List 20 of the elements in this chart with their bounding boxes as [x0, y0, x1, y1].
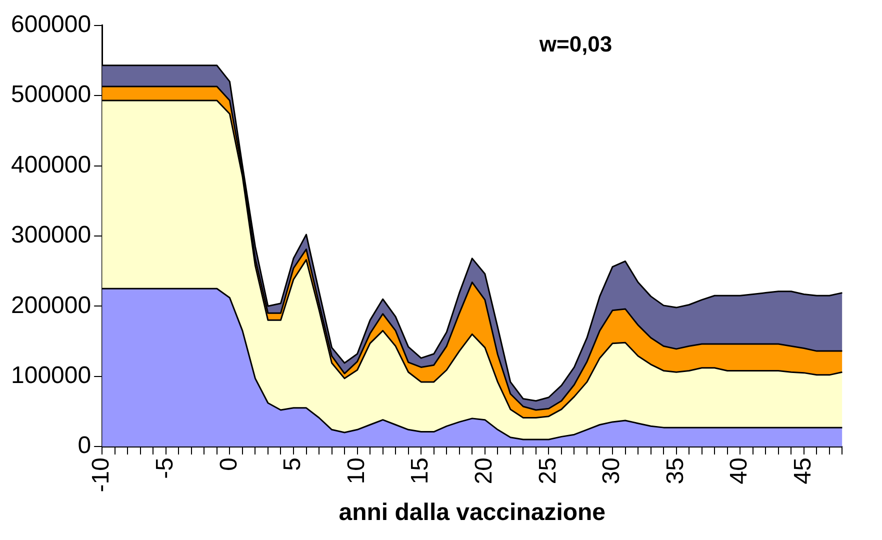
x-tick-label: 20: [470, 458, 498, 484]
x-tick-label: 25: [534, 458, 562, 484]
y-tick-label: 100000: [10, 362, 92, 389]
x-tick-label: 40: [726, 458, 753, 484]
y-tick-label: 500000: [10, 81, 92, 108]
y-tick-label: 200000: [10, 292, 92, 319]
x-tick-label: -10: [88, 458, 115, 492]
annotation: w=0,03: [538, 31, 612, 56]
y-tick-label: 600000: [10, 11, 92, 38]
x-tick-label: -5: [152, 458, 179, 479]
y-tick-label: 400000: [10, 151, 92, 178]
x-tick-label: 45: [790, 458, 817, 484]
x-axis-title: anni dalla vaccinazione: [338, 499, 606, 526]
x-tick-label: 5: [279, 458, 306, 471]
x-tick-label: 30: [598, 458, 626, 484]
x-tick-label: 0: [215, 458, 242, 471]
x-tick-label: 10: [342, 458, 370, 484]
y-tick-label: 300000: [10, 222, 92, 249]
x-tick-label: 15: [406, 458, 434, 484]
x-tick-label: 35: [662, 458, 689, 484]
